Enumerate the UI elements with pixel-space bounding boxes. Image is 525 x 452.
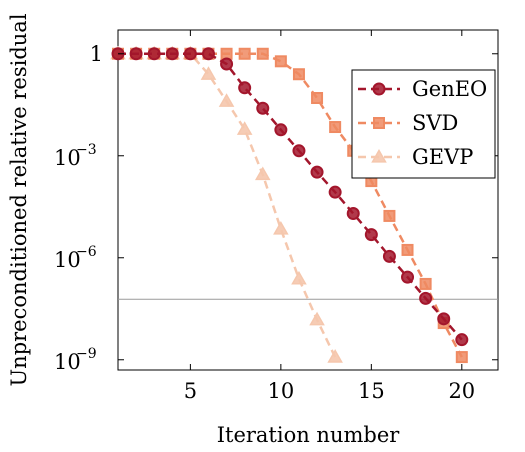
plot-frame xyxy=(117,29,499,371)
x-tick-label: 10 xyxy=(267,379,294,403)
x-tick-label: 15 xyxy=(358,379,385,403)
data-point-geneo xyxy=(256,101,270,115)
data-point-geneo xyxy=(165,47,179,61)
data-point-svd xyxy=(238,47,251,60)
data-point-geneo xyxy=(382,249,396,263)
legend-item-gevp: GEVP xyxy=(358,145,473,169)
data-point-geneo xyxy=(401,270,415,284)
data-point-geneo xyxy=(328,185,342,199)
data-point-svd xyxy=(274,55,287,68)
legend-marker xyxy=(372,82,386,96)
data-point-geneo xyxy=(201,47,215,61)
data-point-svd xyxy=(292,68,305,81)
data-point-gevp xyxy=(200,66,217,80)
data-point-geneo xyxy=(274,123,288,137)
data-point-svd xyxy=(220,47,233,60)
y-tick-exponent: −9 xyxy=(76,346,97,362)
series-gevp xyxy=(110,45,343,363)
data-point-geneo xyxy=(310,165,324,179)
legend-label: GEVP xyxy=(412,145,473,169)
data-point-geneo xyxy=(238,81,252,95)
y-tick-exponent: −6 xyxy=(76,244,97,260)
legend-marker xyxy=(371,148,387,163)
data-point-gevp xyxy=(254,166,271,181)
data-point-svd xyxy=(256,47,269,60)
y-tick-exponent: −3 xyxy=(76,142,97,158)
data-point-gevp xyxy=(273,221,289,235)
legend: GenEO SVD GEVP xyxy=(351,69,496,179)
data-point-gevp xyxy=(236,121,253,135)
data-point-gevp xyxy=(309,311,325,326)
y-tick-label: 10 xyxy=(54,146,81,170)
x-axis-label: Iteration number xyxy=(217,423,401,447)
legend-label: SVD xyxy=(412,111,458,135)
data-point-gevp xyxy=(218,93,235,107)
data-point-svd xyxy=(329,121,342,134)
data-point-svd xyxy=(311,92,324,104)
data-point-geneo xyxy=(220,57,234,71)
data-point-svd xyxy=(419,277,432,290)
y-tick-label: 10 xyxy=(54,248,81,272)
data-point-geneo xyxy=(292,144,306,158)
y-axis-label: Unpreconditioned relative residual xyxy=(7,13,31,386)
data-point-geneo xyxy=(437,312,451,326)
data-point-geneo xyxy=(346,207,360,221)
data-point-gevp xyxy=(327,349,343,363)
data-point-geneo xyxy=(455,333,469,347)
data-point-geneo xyxy=(183,47,197,61)
legend-label: GenEO xyxy=(412,77,487,101)
legend-item-svd: SVD xyxy=(358,111,458,135)
data-point-svd xyxy=(383,209,396,222)
data-point-geneo xyxy=(147,47,161,61)
legend-item-geneo: GenEO xyxy=(358,77,487,101)
data-point-geneo xyxy=(364,228,378,242)
data-point-gevp xyxy=(291,270,307,285)
data-point-geneo xyxy=(419,291,433,305)
y-tick-label: 10 xyxy=(54,350,81,374)
series-geneo xyxy=(111,47,469,347)
x-tick-label: 5 xyxy=(184,379,197,403)
data-point-svd xyxy=(455,351,468,364)
y-tick-label: 1 xyxy=(90,42,103,66)
x-tick-label: 20 xyxy=(448,379,475,403)
data-point-geneo xyxy=(129,47,143,61)
legend-marker xyxy=(373,117,385,129)
data-point-svd xyxy=(401,243,414,256)
